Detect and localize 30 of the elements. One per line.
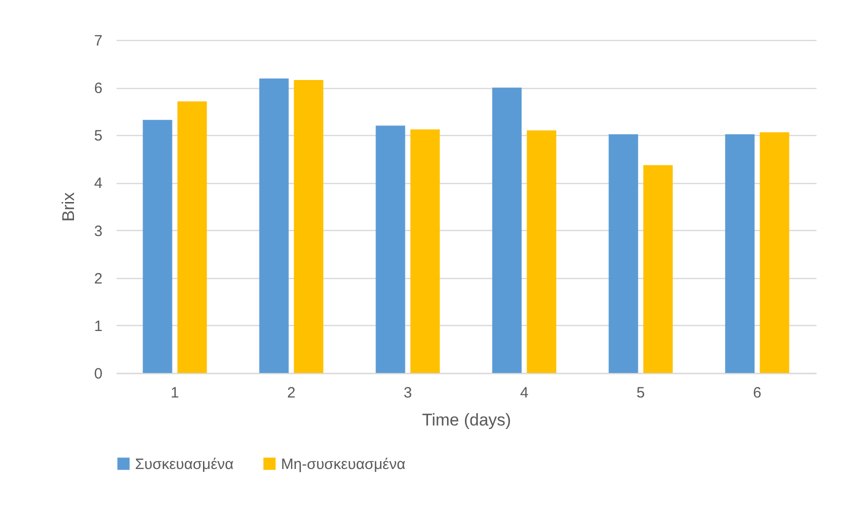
bar: [725, 134, 755, 373]
x-tick-label: 2: [287, 384, 296, 402]
x-tick-label: 6: [753, 384, 762, 402]
x-tick-label: 5: [636, 384, 645, 402]
x-tick-label: 3: [404, 384, 412, 402]
legend-label: Μη-συσκευασμένα: [281, 456, 406, 473]
bar: [526, 130, 556, 373]
y-tick-label: 4: [94, 175, 102, 192]
bar: [608, 134, 638, 373]
y-axis-title: Brix: [59, 192, 78, 222]
x-axis-title: Time (days): [422, 410, 512, 430]
y-tick-label: 5: [94, 128, 102, 145]
bar: [492, 88, 522, 373]
y-tick-label: 6: [94, 80, 102, 98]
y-tick-label: 2: [94, 270, 102, 288]
y-tick-label: 0: [94, 366, 102, 382]
legend-label: Συσκευασμένα: [135, 456, 234, 473]
bar: [410, 129, 440, 373]
x-tick-label: 4: [520, 384, 528, 402]
bar: [376, 126, 406, 373]
bar: [259, 78, 289, 373]
y-tick-label: 3: [94, 222, 102, 240]
y-tick-label: 7: [94, 32, 102, 50]
y-tick-label: 1: [94, 318, 102, 335]
bar: [177, 101, 207, 373]
bar: [760, 132, 790, 373]
x-tick-label: 1: [170, 384, 179, 402]
bar: [294, 80, 324, 373]
bar: [643, 165, 673, 373]
bar: [142, 120, 172, 373]
